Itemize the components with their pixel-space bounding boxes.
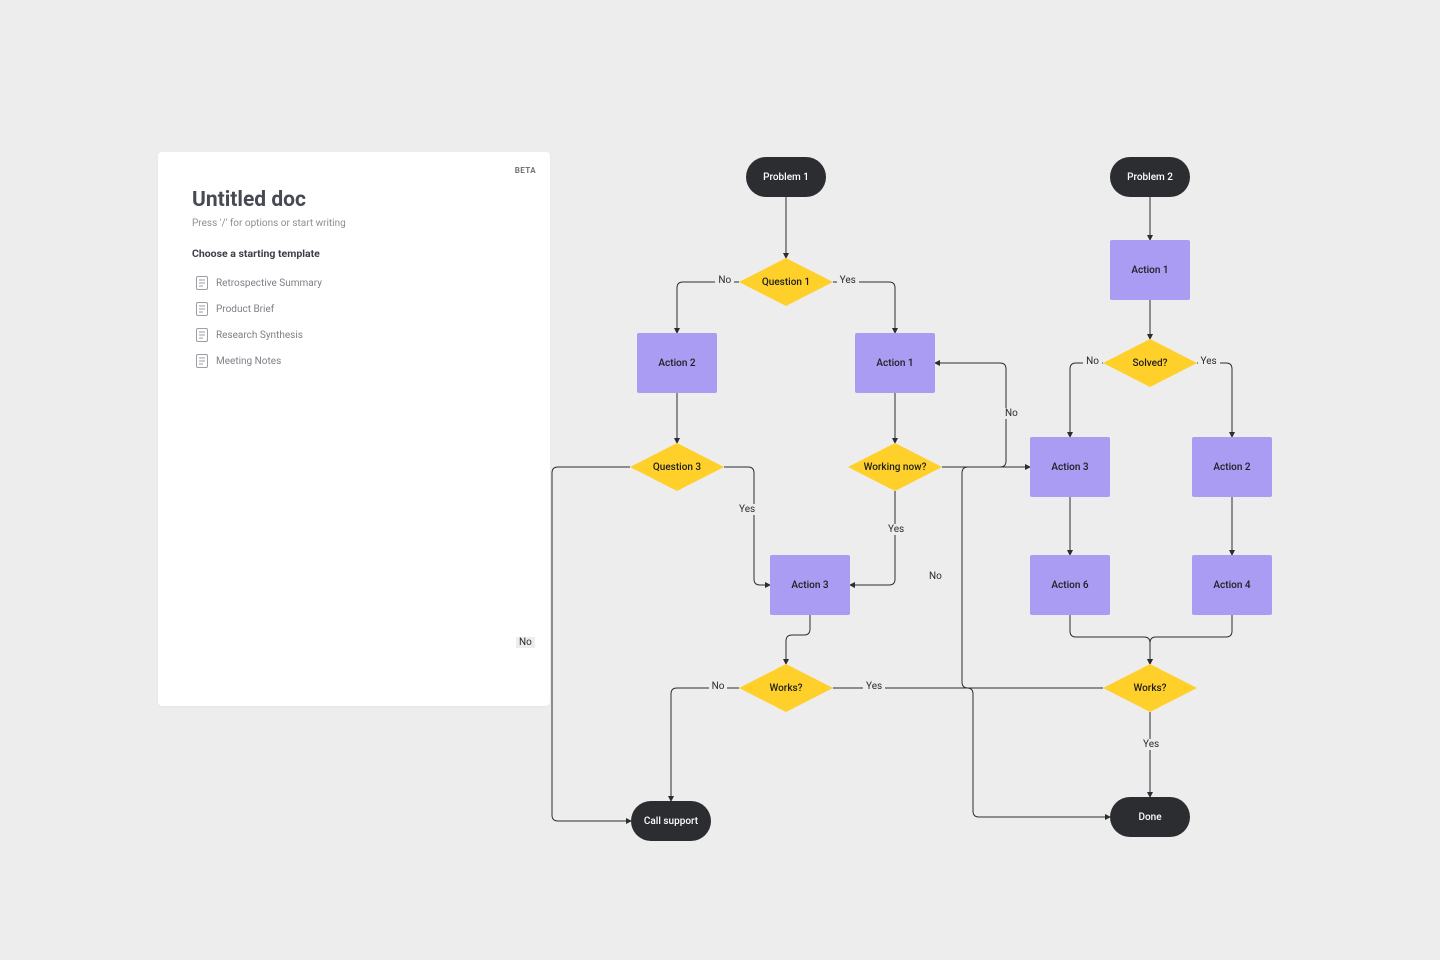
template-section-title: Choose a starting template bbox=[192, 247, 516, 260]
flow-node-sv[interactable]: Solved? bbox=[1103, 339, 1197, 387]
template-item-label: Research Synthesis bbox=[216, 330, 303, 341]
edge-label: Yes bbox=[1198, 356, 1220, 367]
beta-badge: BETA bbox=[515, 166, 536, 175]
flow-node-a1b[interactable]: Action 1 bbox=[1110, 240, 1190, 300]
flow-node-a2b[interactable]: Action 2 bbox=[1192, 437, 1272, 497]
template-icon bbox=[196, 276, 208, 290]
canvas: BETA Untitled doc Press '/' for options … bbox=[0, 0, 1440, 960]
edge-label: No bbox=[709, 681, 728, 692]
flow-node-p2[interactable]: Problem 2 bbox=[1110, 157, 1190, 197]
flow-node-done[interactable]: Done bbox=[1110, 797, 1190, 837]
template-item-label: Meeting Notes bbox=[216, 356, 281, 367]
flow-node-a1[interactable]: Action 1 bbox=[855, 333, 935, 393]
edge-label: Yes bbox=[863, 681, 885, 692]
flowchart-edges bbox=[570, 150, 1310, 870]
edge-label: Yes bbox=[885, 524, 907, 535]
flow-node-p1[interactable]: Problem 1 bbox=[746, 157, 826, 197]
edge-label: No bbox=[926, 571, 945, 582]
flow-node-q3[interactable]: Question 3 bbox=[630, 443, 724, 491]
edge-label: Yes bbox=[736, 504, 758, 515]
template-icon bbox=[196, 302, 208, 316]
edge-label: Yes bbox=[837, 275, 859, 286]
flow-node-wn[interactable]: Working now? bbox=[848, 443, 942, 491]
template-item[interactable]: Product Brief bbox=[192, 296, 516, 322]
edge-label: No bbox=[1002, 408, 1021, 419]
flow-node-q1[interactable]: Question 1 bbox=[739, 258, 833, 306]
flow-node-wk[interactable]: Works? bbox=[739, 664, 833, 712]
template-item[interactable]: Research Synthesis bbox=[192, 322, 516, 348]
template-icon bbox=[196, 328, 208, 342]
template-icon bbox=[196, 354, 208, 368]
flow-node-a3[interactable]: Action 3 bbox=[770, 555, 850, 615]
flow-node-a6[interactable]: Action 6 bbox=[1030, 555, 1110, 615]
template-list: Retrospective Summary Product Brief Resear… bbox=[192, 270, 516, 374]
flow-node-a3b[interactable]: Action 3 bbox=[1030, 437, 1110, 497]
template-item-label: Retrospective Summary bbox=[216, 278, 322, 289]
template-item[interactable]: Retrospective Summary bbox=[192, 270, 516, 296]
template-item[interactable]: Meeting Notes bbox=[192, 348, 516, 374]
document-panel: BETA Untitled doc Press '/' for options … bbox=[158, 152, 550, 706]
edge-label: Yes bbox=[1140, 739, 1162, 750]
edge-label: No bbox=[1083, 356, 1102, 367]
template-item-label: Product Brief bbox=[216, 304, 274, 315]
doc-title[interactable]: Untitled doc bbox=[192, 188, 516, 212]
flow-node-a4[interactable]: Action 4 bbox=[1192, 555, 1272, 615]
edge-label: No bbox=[516, 637, 535, 648]
flow-node-a2[interactable]: Action 2 bbox=[637, 333, 717, 393]
doc-hint: Press '/' for options or start writing bbox=[192, 218, 516, 229]
flowchart[interactable]: Problem 1 Question 1 Action 2 Action 1 Quest… bbox=[570, 150, 1310, 870]
edge-label: No bbox=[715, 275, 734, 286]
flow-node-cs[interactable]: Call support bbox=[631, 801, 711, 841]
flow-node-wk2[interactable]: Works? bbox=[1103, 664, 1197, 712]
